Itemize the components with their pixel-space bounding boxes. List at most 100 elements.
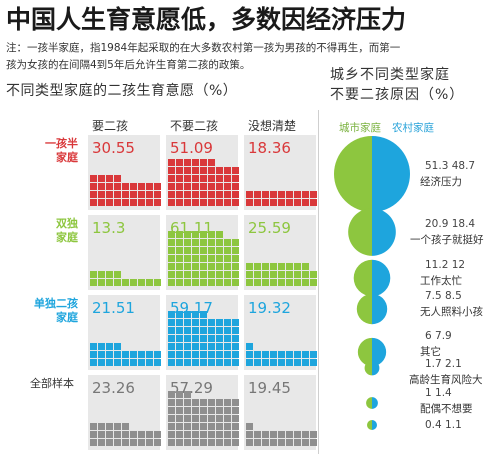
row-label-line: 家庭: [56, 311, 78, 324]
waffle-square: [294, 279, 301, 286]
waffle-square: [286, 279, 293, 286]
waffle-square: [122, 279, 129, 286]
waffle-square: [192, 359, 199, 366]
waffle-square: [270, 191, 277, 198]
waffle-square: [302, 271, 309, 278]
waffle-square: [200, 351, 207, 358]
note-line-2: 孩为女孩的在间隔4到5年后允许生育第二孩的政策。: [6, 59, 251, 71]
waffle-square: [176, 431, 183, 438]
value-label: 21.51: [92, 299, 135, 317]
waffle-square: [184, 415, 191, 422]
waffle-square: [208, 327, 215, 334]
waffle-square: [200, 415, 207, 422]
waffle-square: [176, 231, 183, 238]
waffle-square: [286, 263, 293, 270]
city-half-circle: [366, 397, 372, 409]
waffle-square: [176, 255, 183, 262]
waffle-square: [106, 199, 113, 206]
waffle-square: [208, 271, 215, 278]
waffle-square: [168, 415, 175, 422]
waffle-square: [254, 199, 261, 206]
waffle-square: [254, 191, 261, 198]
waffle-square: [310, 191, 317, 198]
waffle-square: [246, 359, 253, 366]
waffle-square: [98, 199, 105, 206]
waffle-square: [254, 359, 261, 366]
waffle-square: [200, 271, 207, 278]
waffle-square: [168, 431, 175, 438]
waffle-square: [130, 431, 137, 438]
rural-half-circle: [372, 397, 378, 409]
waffle-square: [98, 431, 105, 438]
waffle-square: [232, 335, 239, 342]
waffle-square: [138, 431, 145, 438]
waffle-square: [224, 167, 231, 174]
waffle-square: [184, 271, 191, 278]
waffle-square: [192, 159, 199, 166]
waffle-square: [154, 431, 161, 438]
waffle-square: [278, 191, 285, 198]
waffle-square: [138, 279, 145, 286]
row-label: 全部样本: [30, 377, 90, 391]
rural-value: 12: [451, 259, 466, 271]
waffle-square: [224, 183, 231, 190]
waffle-square: [216, 407, 223, 414]
waffle-square: [154, 191, 161, 198]
city-half-circle: [356, 293, 372, 325]
waffle-square: [184, 191, 191, 198]
waffle-square: [176, 391, 183, 398]
waffle-square: [224, 351, 231, 358]
waffle-square: [184, 327, 191, 334]
legend-city: 城市家庭: [339, 122, 381, 134]
waffle-square: [216, 247, 223, 254]
waffle-square: [130, 183, 137, 190]
rural-half-circle: [372, 337, 387, 367]
waffle-square: [98, 351, 105, 358]
waffle-square: [232, 351, 239, 358]
waffle-square: [184, 423, 191, 430]
waffle-square: [90, 271, 97, 278]
waffle-square: [184, 359, 191, 366]
waffle-square: [90, 279, 97, 286]
waffle-square: [146, 359, 153, 366]
waffle-square: [146, 279, 153, 286]
rural-half-circle: [372, 420, 377, 430]
waffle-square: [176, 239, 183, 246]
waffle-square: [208, 423, 215, 430]
waffle-square: [208, 191, 215, 198]
waffle-square: [294, 359, 301, 366]
waffle-square: [254, 271, 261, 278]
waffle-square: [232, 183, 239, 190]
waffle-square: [130, 439, 137, 446]
waffle-square: [122, 199, 129, 206]
waffle-square: [176, 183, 183, 190]
waffle-square: [184, 391, 191, 398]
city-value: 6: [425, 330, 432, 342]
waffle-square: [114, 271, 121, 278]
waffle-square: [90, 199, 97, 206]
waffle-square: [200, 431, 207, 438]
rural-half-circle: [372, 293, 388, 325]
waffle-square: [192, 239, 199, 246]
waffle-square: [98, 279, 105, 286]
waffle-square: [168, 183, 175, 190]
column-header: 不要二孩: [170, 119, 219, 133]
waffle-square: [208, 439, 215, 446]
waffle-square: [200, 175, 207, 182]
city-value: 51.3: [425, 160, 449, 172]
value-label: 25.59: [248, 219, 291, 237]
waffle-square: [146, 431, 153, 438]
city-half-circle: [357, 337, 372, 367]
waffle-square: [224, 415, 231, 422]
city-half-circle: [353, 259, 372, 297]
row-label: 一孩半 家庭: [26, 137, 78, 165]
waffle-square: [232, 255, 239, 262]
waffle-square: [200, 423, 207, 430]
row-label-line: 全部样本: [30, 377, 74, 390]
waffle-square: [208, 279, 215, 286]
waffle-square: [168, 199, 175, 206]
waffle-square: [106, 359, 113, 366]
waffle-square: [122, 359, 129, 366]
waffle-square: [184, 407, 191, 414]
waffle-square: [130, 199, 137, 206]
